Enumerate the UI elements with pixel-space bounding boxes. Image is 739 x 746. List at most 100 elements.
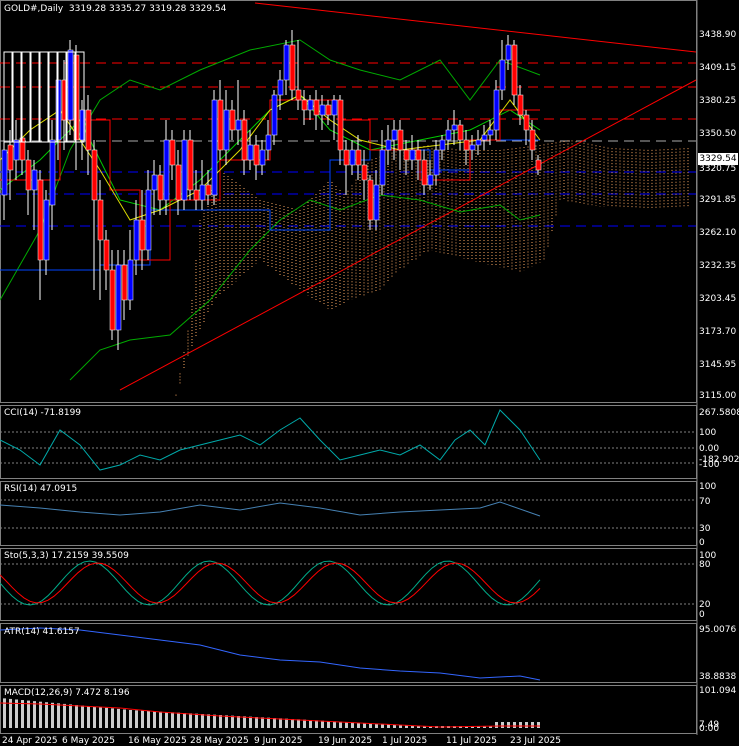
macd-histogram-bar (177, 712, 180, 728)
atr-scale-label: 38.8838 (699, 672, 737, 682)
macd-histogram-bar (381, 724, 384, 728)
candle-bear (313, 99, 320, 116)
macd-histogram-bar (3, 698, 6, 728)
price-tick-label: 3173.70 (699, 327, 737, 337)
candle-bull (181, 139, 188, 201)
macd-histogram-bar (375, 723, 378, 728)
candle-bear (457, 124, 464, 141)
candle-bear (517, 94, 524, 116)
candle-bear (37, 179, 44, 261)
macd-histogram-bar (117, 708, 120, 728)
cci-scale-label: -182.9024 (699, 455, 739, 465)
candle-bear (325, 104, 332, 116)
macd-histogram-bar (531, 722, 534, 728)
macd-histogram-bar (327, 721, 330, 728)
macd-histogram-bar (501, 722, 504, 728)
candle-bear (535, 159, 542, 171)
date-tick-label: 1 Jul 2025 (382, 736, 428, 746)
cci-scale-label: 100 (699, 428, 717, 438)
candle-bear (337, 99, 344, 151)
macd-scale-label: 101.094 (699, 686, 737, 696)
candle-bear (511, 44, 518, 96)
macd-histogram-bar (105, 707, 108, 728)
macd-histogram-bar (27, 700, 30, 728)
tenkan-line (0, 99, 540, 261)
candle-bear (289, 44, 296, 91)
macd-histogram-bar (93, 706, 96, 728)
atr-scale-label: 95.0076 (699, 625, 737, 635)
macd-histogram-bar (171, 712, 174, 728)
candle-bull (247, 144, 254, 161)
macd-histogram-bar (477, 726, 480, 728)
candle-bull (265, 134, 272, 151)
candle-bear (361, 164, 368, 181)
candle-bear (403, 149, 410, 161)
macd-scale-label: 7.49 (699, 720, 720, 730)
candle-bull (133, 219, 140, 261)
candle-bull (127, 259, 134, 301)
candle-bear (343, 149, 350, 166)
candle-bull (475, 139, 482, 146)
price-tick-label: 3262.10 (699, 228, 737, 238)
macd-histogram-bar (51, 702, 54, 728)
macd-histogram-bar (147, 711, 150, 728)
macd-histogram-bar (225, 715, 228, 728)
date-tick-label: 24 Apr 2025 (2, 736, 58, 746)
ohlc-label: 3319.28 3335.27 3319.28 3329.54 (68, 4, 227, 14)
lower-band (69, 194, 541, 381)
macd-histogram-bar (483, 726, 486, 728)
macd-histogram-bar (471, 726, 474, 728)
candle-bull (271, 94, 278, 136)
macd-histogram-bar (399, 725, 402, 728)
candle-bear (187, 139, 194, 191)
candle-bull (31, 169, 38, 191)
macd-histogram-bar (75, 705, 78, 728)
macd-histogram-bar (159, 711, 162, 728)
candle-bull (211, 99, 218, 196)
macd-histogram-bar (243, 716, 246, 728)
price-tick-label: 3291.85 (699, 195, 737, 205)
macd-histogram-bar (153, 711, 156, 728)
cci-scale-label: 267.5808 (699, 408, 739, 418)
candle-bear (463, 139, 470, 151)
candle-bull (499, 59, 506, 91)
macd-histogram-bar (21, 700, 24, 728)
macd-histogram-bar (393, 724, 396, 728)
macd-scale-label: 0.00 (699, 724, 720, 734)
stoch-scale-label: 80 (699, 560, 711, 570)
candle-bear (25, 159, 32, 191)
macd-histogram-bar (183, 713, 186, 728)
order-box (57, 51, 67, 143)
macd-histogram-bar (261, 717, 264, 728)
macd-histogram-bar (273, 718, 276, 728)
macd-histogram-bar (213, 714, 216, 728)
candle-bear (421, 159, 428, 186)
macd-histogram-bar (513, 722, 516, 728)
candle-bull (67, 49, 74, 121)
candle-bear (301, 99, 308, 111)
candle-bull (481, 134, 488, 141)
macd-histogram-bar (537, 722, 540, 728)
candle-bull (319, 104, 326, 116)
macd-histogram-bar (249, 716, 252, 728)
symbol-label: GOLD#,Daily (4, 4, 64, 14)
macd-histogram-bar (219, 715, 222, 728)
macd-histogram-bar (495, 722, 498, 728)
indicator-panel-frame (0, 405, 697, 479)
candle-bear (253, 144, 260, 166)
candle-bear (367, 179, 374, 221)
candle-bear (175, 164, 182, 201)
macd-histogram-bar (339, 721, 342, 728)
candle-bear (205, 184, 212, 196)
macd-histogram-bar (303, 719, 306, 728)
macd-histogram-bar (519, 722, 522, 728)
macd-histogram-bar (87, 706, 90, 728)
candle-bear (91, 149, 98, 201)
macd-histogram-bar (489, 726, 492, 728)
price-tick-label: 3438.90 (699, 30, 737, 40)
macd-histogram-bar (9, 698, 12, 728)
date-tick-label: 6 May 2025 (62, 736, 115, 746)
candle-bear (85, 109, 92, 151)
macd-histogram-bar (351, 722, 354, 728)
